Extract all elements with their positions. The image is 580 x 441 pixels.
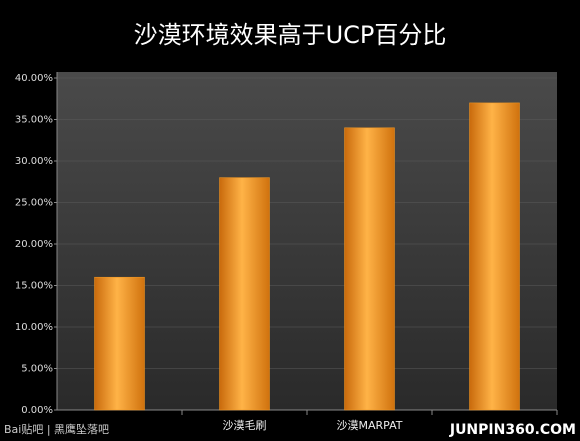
bar [219,177,270,411]
watermark: JUNPIN360.COM [449,422,576,438]
chart-title: 沙漠环境效果高于UCP百分比 [134,21,447,49]
y-tick-label: 0.00% [21,405,53,416]
x-tick-label: 沙漠毛刷 [223,419,267,432]
y-tick-label: 40.00% [15,73,53,84]
y-tick-label: 15.00% [15,281,53,292]
y-tick-label: 20.00% [15,239,53,250]
bar [94,276,145,411]
y-tick-label: 35.00% [15,115,53,126]
watermark: Bai贴吧 | 黑鹰坠落吧 [4,422,109,436]
bar [469,102,520,411]
y-tick-label: 5.00% [21,364,53,375]
y-tick-label: 25.00% [15,198,53,209]
y-tick-label: 30.00% [15,156,53,167]
y-tick-label: 10.00% [15,322,53,333]
x-tick-label: 沙漠MARPAT [337,419,403,432]
bar [344,127,395,411]
